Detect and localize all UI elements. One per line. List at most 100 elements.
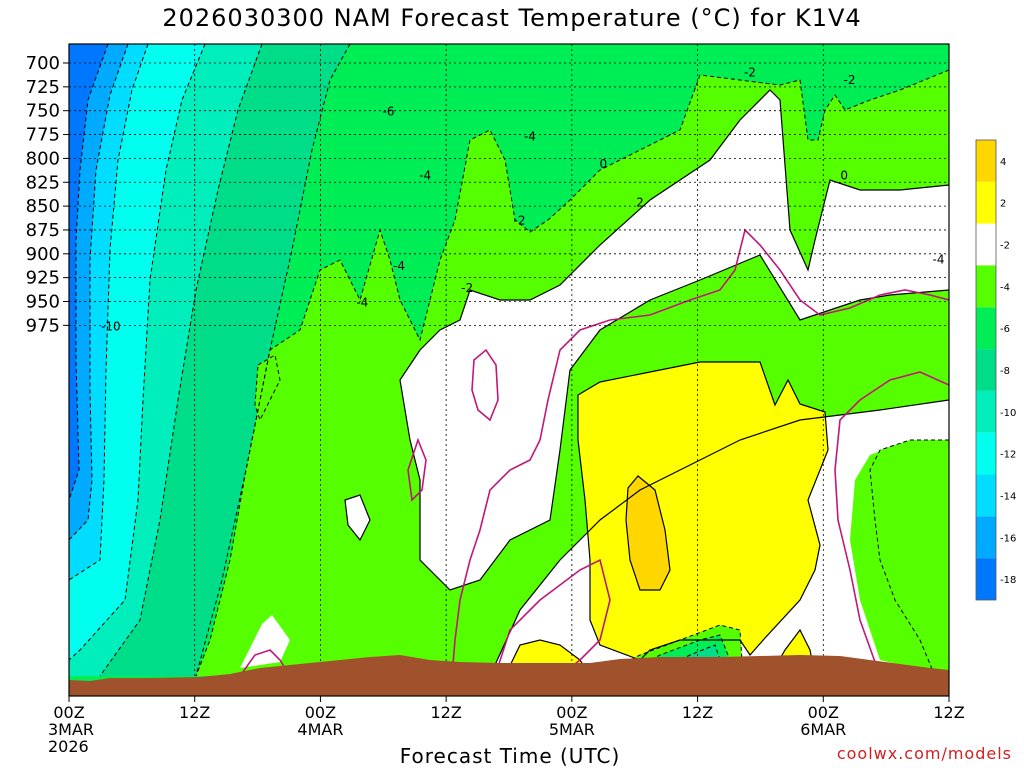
band-minus-10	[69, 44, 262, 676]
contour-label: 2	[636, 195, 644, 209]
band-minus-8	[100, 44, 350, 676]
x-tick-label: 00Z	[305, 703, 336, 722]
x-axis-title: Forecast Time (UTC)	[399, 744, 621, 768]
contour-label: -2	[843, 73, 855, 87]
y-tick-label: 925	[26, 268, 60, 289]
colorbar-swatch	[976, 474, 996, 517]
isotherm-line	[69, 44, 149, 581]
colorbar-label: 2	[1000, 199, 1006, 210]
chart-title: 2026030300 NAM Forecast Temperature (°C)…	[162, 4, 862, 32]
contour-label: -4	[356, 295, 368, 309]
isotherm-line	[69, 44, 206, 661]
colorbar: 4 2 -2 -4 -6 -8 -10 -12 -14 -16 -18	[975, 139, 1016, 601]
x-tick-label: 12Z	[430, 703, 461, 722]
contour-label: -6	[383, 105, 395, 119]
x-tick-label: 12Z	[933, 703, 964, 722]
temperature-field	[69, 44, 949, 696]
freezing-line-segment	[451, 228, 949, 677]
colorbar-swatch	[976, 307, 996, 350]
colorbar-swatch	[976, 223, 996, 266]
contour-label: -2	[513, 213, 525, 227]
x-tick-label: 3MAR	[48, 720, 94, 739]
x-tick-label: 00Z	[53, 703, 84, 722]
band-cold-right	[870, 440, 949, 676]
colorbar-label: -12	[1000, 450, 1016, 461]
colorbar-label: -8	[1000, 366, 1010, 377]
colorbar-label: -6	[1000, 324, 1010, 335]
isotherm-line	[69, 44, 109, 501]
colorbar-label: 4	[1000, 157, 1006, 168]
isotherm-line	[399, 89, 949, 591]
colorbar-swatch	[976, 265, 996, 308]
contour-label: -4	[933, 253, 945, 267]
y-tick-label: 750	[26, 101, 60, 122]
colorbar-label: -16	[1000, 533, 1016, 544]
contour-label: -2	[744, 66, 756, 80]
grid	[69, 44, 949, 696]
band-minus-16	[69, 44, 128, 540]
colorbar-label: -10	[1000, 408, 1016, 419]
colorbar-label: -2	[1000, 241, 1010, 252]
x-tick-label: 12Z	[682, 703, 713, 722]
isotherm-line	[69, 44, 129, 541]
contour-label: 0	[840, 169, 848, 183]
x-tick-label: 4MAR	[297, 720, 343, 739]
isotherm-line	[504, 639, 591, 677]
contour-lines	[69, 44, 949, 677]
colorbar-swatch	[976, 432, 996, 475]
isotherm-line	[489, 399, 949, 677]
isotherm-line	[869, 439, 949, 677]
colorbar-label: -4	[1000, 282, 1010, 293]
band-minus-4-island	[255, 355, 280, 420]
isotherm-line	[577, 361, 829, 661]
contour-label: -4	[393, 259, 405, 273]
x-tick-label: 2026	[48, 737, 89, 756]
freezing-line	[239, 228, 949, 677]
colorbar-label: -18	[1000, 575, 1016, 586]
isotherm-line	[195, 44, 351, 677]
x-tick-label: 5MAR	[549, 720, 595, 739]
y-tick-label: 825	[26, 172, 60, 193]
y-tick-label: 775	[26, 125, 60, 146]
freezing-line-segment	[239, 649, 291, 677]
colorbar-frame	[975, 139, 997, 601]
y-tick-label: 700	[26, 53, 60, 74]
x-tick-label: 6MAR	[800, 720, 846, 739]
freezing-line-segment	[494, 558, 611, 677]
y-tick-label: 975	[26, 315, 60, 336]
colorbar-label: -14	[1000, 491, 1016, 502]
freezing-line-segment	[471, 348, 499, 422]
y-tick-label: 850	[26, 196, 60, 217]
band-minus-14	[69, 44, 148, 580]
isotherm-line	[99, 44, 263, 677]
terrain	[69, 655, 949, 696]
band-minus-2-pocket	[240, 615, 290, 668]
contour-label: -4	[524, 129, 536, 143]
freezing-line-segment	[407, 437, 427, 502]
isotherm-line	[599, 624, 743, 677]
y-tick-label: 800	[26, 148, 60, 169]
y-tick-label: 900	[26, 244, 60, 265]
contour-label: -2	[461, 281, 473, 295]
contour-labels: -2 -2 -6 -4 0 -4 0 2 -2 -4 -4 -2 -4 -10	[101, 66, 945, 334]
band-minus-2	[400, 90, 949, 590]
colorbar-swatch	[976, 349, 996, 391]
credit-link[interactable]: coolwx.com/models	[836, 744, 1012, 763]
isotherm-line	[344, 494, 371, 542]
freezing-line-segment	[834, 371, 949, 677]
x-tick-label: 00Z	[556, 703, 587, 722]
x-tick-label: 00Z	[808, 703, 839, 722]
y-tick-label: 950	[26, 292, 60, 313]
colorbar-swatch	[976, 390, 996, 433]
plot-frame	[68, 43, 950, 697]
contour-label: 0	[599, 157, 607, 171]
colorbar-swatch	[976, 181, 996, 224]
colorbar-swatch	[976, 516, 996, 559]
contour-label: -10	[101, 319, 121, 333]
y-tick-label: 725	[26, 77, 60, 98]
colorbar-swatch	[976, 558, 996, 600]
band-minus-12	[69, 44, 205, 660]
